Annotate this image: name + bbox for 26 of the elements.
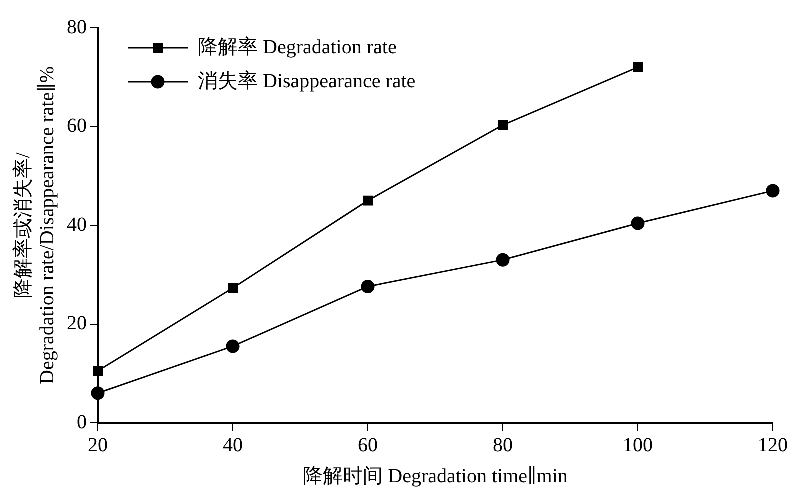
x-axis-title: 降解时间 Degradation time∥min <box>303 465 568 488</box>
y-axis-title: 降解率或消失率/Degradation rate/Disappearance rate∥% <box>12 66 58 384</box>
x-tick-label: 20 <box>88 434 108 456</box>
x-tick-label: 100 <box>623 434 653 456</box>
point <box>496 253 510 267</box>
x-tick-label: 120 <box>758 434 788 456</box>
point <box>361 280 375 294</box>
point <box>633 62 643 72</box>
y-tick-label: 40 <box>67 214 87 236</box>
point <box>498 120 508 130</box>
y-tick-label: 80 <box>67 16 87 38</box>
x-tick-label: 40 <box>223 434 243 456</box>
point <box>766 184 780 198</box>
point <box>93 366 103 376</box>
y-tick-label: 60 <box>67 115 87 137</box>
legend-label: 降解率 Degradation rate <box>198 36 397 58</box>
point <box>363 196 373 206</box>
point <box>91 386 105 400</box>
x-tick-label: 80 <box>493 434 513 456</box>
y-tick-label: 20 <box>67 312 87 334</box>
point <box>228 283 238 294</box>
x-tick-label: 60 <box>358 434 378 456</box>
point <box>226 340 240 354</box>
y-tick-label: 0 <box>77 411 87 434</box>
point <box>631 216 645 230</box>
legend-label: 消失率 Disappearance rate <box>198 70 416 92</box>
